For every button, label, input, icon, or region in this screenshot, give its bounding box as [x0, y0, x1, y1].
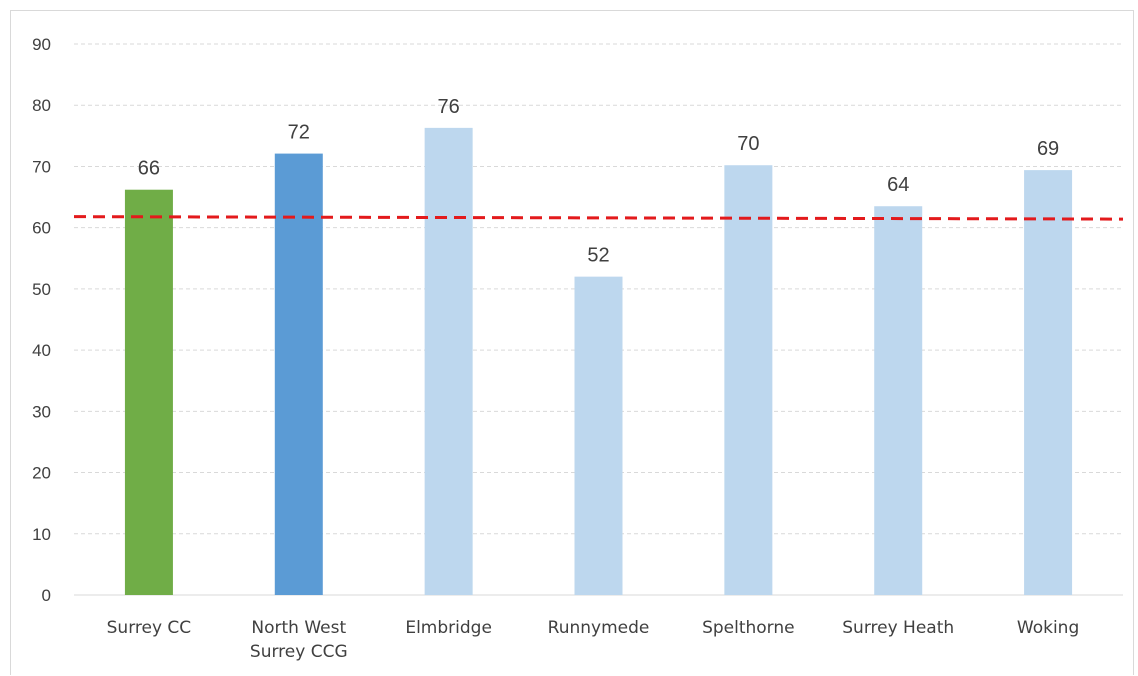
y-tick-label: 10 [32, 525, 51, 544]
y-tick-label: 90 [32, 35, 51, 54]
category-label: Woking [1017, 618, 1079, 638]
category-labels: Surrey CC North West Surrey CCG Elmbridge Ru… [107, 618, 1080, 662]
y-tick-label: 60 [32, 219, 51, 238]
category-label: Runnymede [548, 618, 650, 638]
bar [124, 189, 173, 595]
y-tick-label: 50 [32, 280, 51, 299]
category-label: Surrey Heath [842, 618, 954, 638]
bar [874, 206, 923, 595]
y-tick-label: 20 [32, 464, 51, 483]
y-tick-label: 30 [32, 402, 51, 421]
y-tick-label: 80 [32, 96, 51, 115]
bar [724, 165, 773, 595]
category-label: Elmbridge [405, 618, 492, 638]
data-label: 69 [1037, 138, 1059, 160]
bar-chart: 0 10 20 30 40 50 60 70 80 90 66 72 76 52 70 64 69 Surre… [32, 35, 1124, 662]
data-label: 72 [288, 122, 310, 144]
reference-line [73, 215, 1124, 221]
category-label: Spelthorne [702, 618, 795, 638]
y-tick-label: 70 [32, 157, 51, 176]
data-label: 52 [587, 245, 609, 267]
bar [274, 153, 323, 596]
bar [424, 127, 473, 595]
data-label: 66 [138, 158, 160, 180]
y-axis-tick-labels: 0 10 20 30 40 50 60 70 80 90 [32, 35, 51, 605]
bar [1024, 170, 1073, 595]
bars [124, 127, 1073, 596]
data-label: 64 [887, 174, 909, 196]
data-labels: 66 72 76 52 70 64 69 [138, 96, 1059, 267]
category-label: Surrey CC [107, 618, 192, 638]
y-tick-label: 40 [32, 341, 51, 360]
chart-frame: 0 10 20 30 40 50 60 70 80 90 66 72 76 52 70 64 69 Surre… [10, 10, 1134, 675]
data-label: 76 [438, 96, 460, 118]
category-label: North West Surrey CCG [250, 618, 348, 662]
bar [574, 276, 623, 595]
reference-line-layer [73, 215, 1124, 221]
y-tick-label: 0 [42, 586, 51, 605]
data-label: 70 [737, 133, 759, 155]
